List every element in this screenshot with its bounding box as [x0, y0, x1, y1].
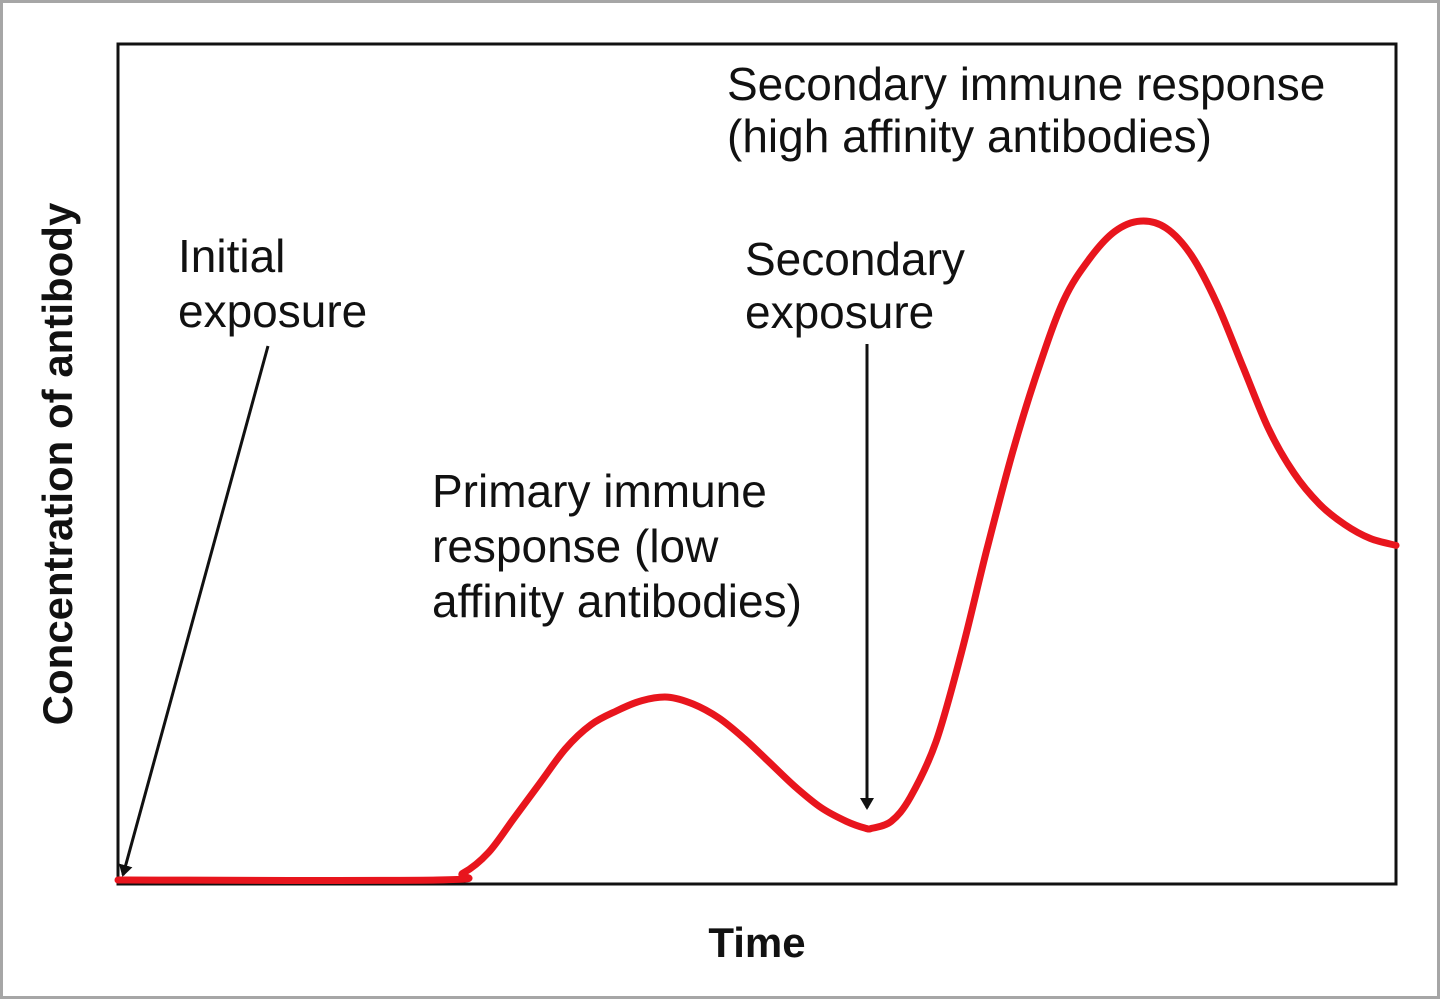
annotation-secondary-response: Secondary immune response (high affinity…	[727, 58, 1325, 162]
annotation-primary-response-line-2: response (low	[432, 520, 719, 572]
plot-area-box	[116, 42, 1398, 886]
annotation-initial-exposure: Initial exposure	[118, 230, 367, 877]
arrow-initial-exposure	[118, 345, 270, 877]
annotation-secondary-response-line-1: Secondary immune response	[727, 58, 1325, 110]
annotation-initial-exposure-line-1: Initial	[178, 230, 285, 282]
annotation-secondary-exposure-line-2: exposure	[745, 286, 934, 338]
x-axis-title: Time	[708, 919, 805, 966]
annotation-primary-response-line-1: Primary immune	[432, 465, 767, 517]
annotation-primary-response-line-3: affinity antibodies)	[432, 575, 802, 627]
annotation-secondary-response-line-2: (high affinity antibodies)	[727, 110, 1212, 162]
antibody-concentration-curve	[114, 217, 1400, 884]
annotation-initial-exposure-line-2: exposure	[178, 285, 367, 337]
y-axis-title: Concentration of antibody	[34, 202, 81, 725]
annotation-secondary-exposure-line-1: Secondary	[745, 233, 965, 285]
annotation-secondary-exposure: Secondary exposure	[745, 233, 965, 810]
annotation-primary-response: Primary immune response (low affinity an…	[432, 465, 802, 627]
